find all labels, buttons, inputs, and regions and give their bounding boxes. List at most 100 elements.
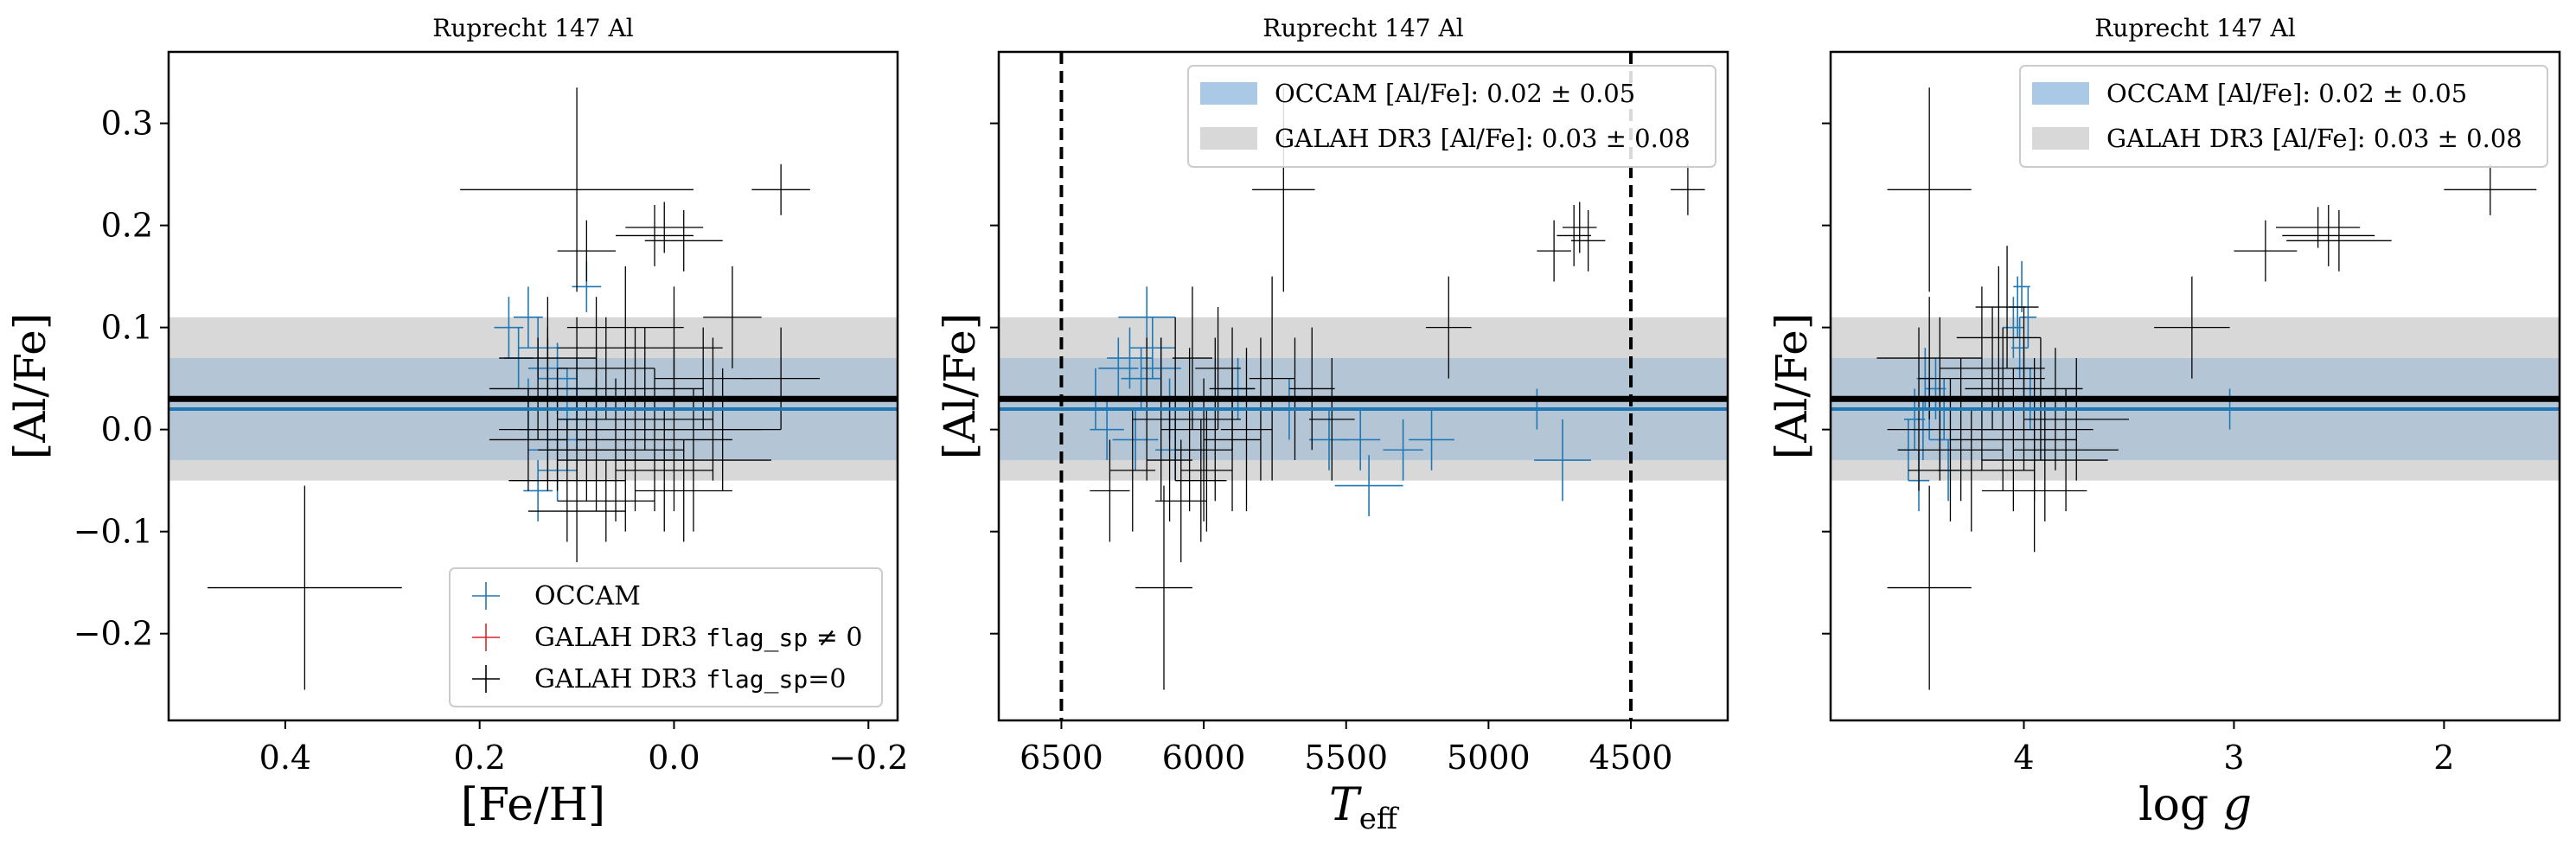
data-point — [664, 368, 782, 491]
data-point — [616, 205, 694, 266]
x-tick-label: 5500 — [1304, 739, 1388, 777]
data-point — [1249, 276, 1295, 481]
data-point — [2013, 260, 2030, 312]
y-tick-label: 0.3 — [101, 105, 153, 143]
data-point — [489, 337, 587, 440]
data-point — [2282, 205, 2375, 266]
data-point — [1537, 220, 1571, 282]
y-tick-label: 0.0 — [101, 411, 153, 449]
x-axis-label-var: g — [2223, 779, 2252, 831]
x-tick-label: 0.2 — [453, 739, 505, 777]
data-point — [1556, 205, 1591, 266]
data-point — [751, 163, 810, 215]
data-point — [1908, 409, 2035, 532]
legend-label-text: OCCAM — [534, 581, 641, 611]
data-point — [2276, 207, 2361, 248]
data-point — [1887, 87, 1972, 292]
data-point — [655, 327, 752, 430]
data-point — [635, 439, 732, 542]
data-point — [1965, 307, 2083, 470]
x-tick-label: 5000 — [1447, 739, 1531, 777]
x-tick-label: 6500 — [1020, 739, 1103, 777]
data-point — [557, 220, 617, 282]
data-point — [1334, 455, 1403, 516]
data-point — [207, 485, 402, 690]
data-point — [1975, 246, 2039, 368]
data-point — [1209, 327, 1256, 451]
y-axis-label: [Al/Fe] — [1767, 313, 1817, 460]
x-tick-label: 4 — [2013, 739, 2034, 777]
data-point — [1409, 409, 1454, 470]
data-point — [742, 327, 821, 430]
legend-label: GALAH DR3 [Al/Fe]: 0.03 ± 0.08 — [2106, 124, 2522, 153]
data-point — [538, 399, 636, 502]
data-point — [1340, 409, 1381, 470]
axes-frame — [1829, 50, 2561, 722]
legend-label: GALAH DR3 flag_sp ≠ 0 — [534, 623, 863, 653]
y-tick-label: 0.2 — [101, 207, 153, 245]
data-point — [460, 87, 694, 292]
legend-band-swatch — [1200, 127, 1257, 150]
x-tick-label: 2 — [2433, 739, 2454, 777]
data-point — [1563, 202, 1597, 253]
y-axis-label: [Al/Fe] — [5, 313, 55, 460]
data-point — [1308, 358, 1355, 481]
x-tick-label: 3 — [2223, 739, 2244, 777]
legend-band-swatch — [1200, 82, 1257, 105]
data-point — [2154, 276, 2230, 379]
data-point — [1132, 337, 1190, 502]
legend-label-code: flag_sp — [706, 665, 808, 694]
x-axis-label-main: T — [1329, 779, 1362, 831]
x-tick-label: −0.2 — [828, 739, 908, 777]
data-point — [1175, 419, 1227, 542]
legend-band-swatch — [2032, 127, 2089, 150]
legend-label: GALAH DR3 flag_sp=0 — [534, 664, 846, 694]
y-tick-label: 0.1 — [101, 309, 153, 347]
data-point — [577, 368, 732, 512]
series-galah — [1090, 87, 1705, 690]
y-axis-label: [Al/Fe] — [935, 313, 985, 460]
x-axis-label: [Fe/H] — [461, 779, 605, 831]
x-axis-label: Teff — [1329, 779, 1400, 836]
legend-band-swatch — [2032, 82, 2089, 105]
plot-area — [999, 52, 1728, 720]
legend-box — [2019, 65, 2548, 168]
panel-title: Ruprecht 147 Al — [432, 14, 633, 42]
data-point — [1090, 439, 1130, 542]
data-point — [2444, 163, 2537, 215]
data-point — [2234, 220, 2298, 282]
panel-title: Ruprecht 147 Al — [2094, 14, 2295, 42]
x-tick-label: 6000 — [1162, 739, 1246, 777]
data-point — [1147, 399, 1192, 521]
data-point — [557, 317, 655, 419]
data-point — [1180, 409, 1233, 532]
x-axis-label-sub: eff — [1359, 802, 1400, 836]
legend-box — [1187, 65, 1716, 168]
y-tick-label: −0.1 — [74, 513, 153, 551]
data-point — [489, 388, 567, 491]
legend-label-suffix: ≠ 0 — [808, 623, 862, 653]
data-point — [1220, 348, 1273, 512]
data-point — [557, 460, 655, 542]
data-point — [557, 327, 713, 512]
legend: OCCAM [Al/Fe]: 0.02 ± 0.05 GALAH DR3 [Al/… — [2019, 65, 2548, 168]
x-tick-label: 4500 — [1589, 739, 1673, 777]
legend-label-suffix: =0 — [808, 664, 846, 694]
data-point — [703, 266, 762, 368]
data-point — [1534, 419, 1591, 502]
x-axis-label: log g — [2138, 779, 2252, 831]
data-point — [2286, 209, 2392, 272]
panel-title: Ruprecht 147 Al — [1262, 14, 1463, 42]
legend-label-text: GALAH DR3 — [534, 664, 706, 694]
data-point — [1383, 419, 1423, 481]
data-point — [1160, 348, 1218, 512]
data-point — [1098, 337, 1139, 400]
panel-feh: −0.2 −0.1 0.0 0.1 0.2 0.3 0.4 0.2 0.0 −0.2 Ruprech… — [5, 14, 908, 831]
data-point — [1897, 378, 2004, 521]
data-point — [557, 297, 636, 400]
legend: OCCAM [Al/Fe]: 0.02 ± 0.05 GALAH DR3 [Al/… — [1187, 65, 1716, 168]
legend-label: OCCAM [Al/Fe]: 0.02 ± 0.05 — [1275, 79, 1635, 108]
data-point — [527, 460, 626, 563]
